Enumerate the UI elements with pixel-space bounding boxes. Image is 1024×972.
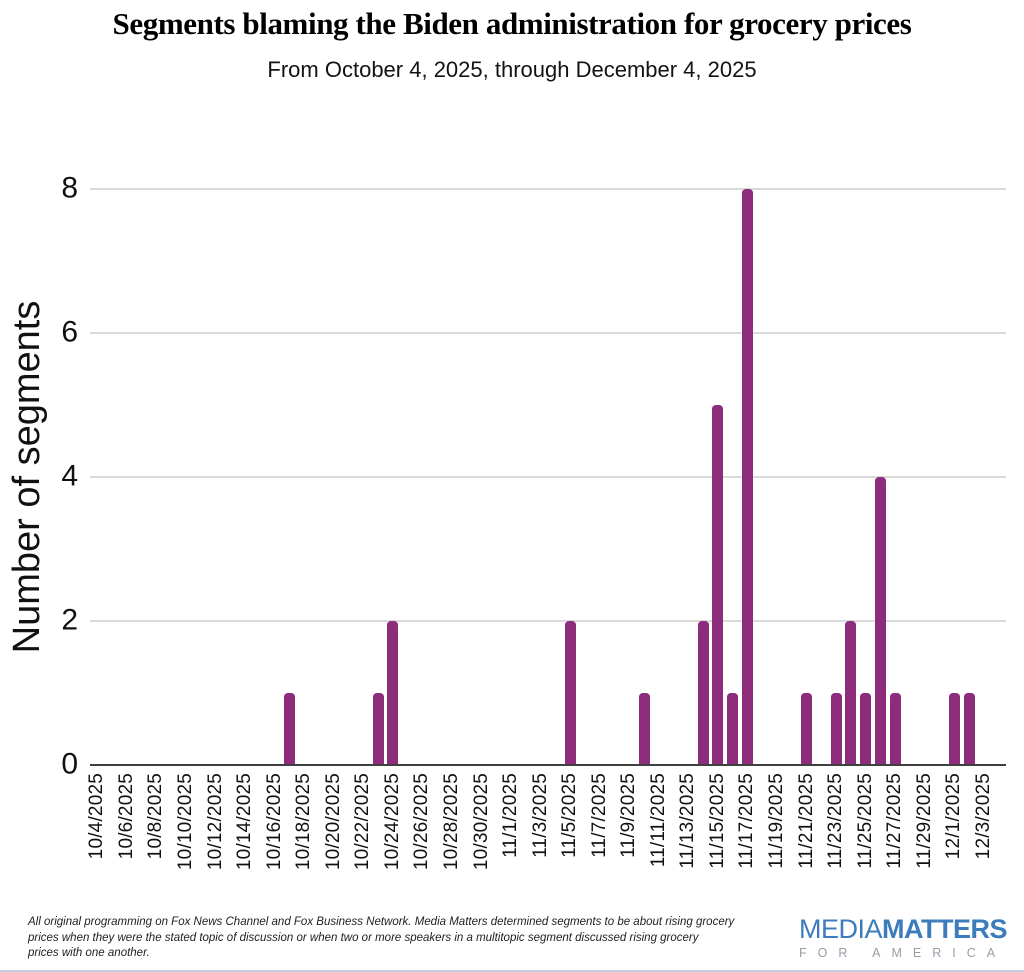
x-tick-label: 11/19/2025 — [766, 773, 787, 869]
bar — [727, 693, 739, 765]
footnote-line: prices when they were the stated topic o… — [28, 931, 699, 944]
x-tick-label: 10/4/2025 — [86, 773, 108, 860]
y-tick-label: 8 — [61, 171, 78, 205]
x-tick-label: 11/3/2025 — [529, 773, 551, 858]
y-tick-label: 0 — [61, 747, 78, 781]
x-tick-label: 11/13/2025 — [677, 773, 699, 869]
footnote: All original programming on Fox News Cha… — [28, 915, 798, 962]
logo-matters-text: MATTERS — [882, 914, 1008, 944]
x-tick-label: 11/7/2025 — [588, 773, 610, 858]
x-tick-label: 10/30/2025 — [470, 773, 492, 871]
bar — [283, 693, 295, 765]
bar — [860, 693, 872, 765]
bar — [963, 693, 975, 765]
x-tick-label: 11/9/2025 — [618, 773, 640, 858]
logo-media-text: MEDIA — [799, 914, 883, 944]
logo-tagline: FOR AMERICA — [799, 946, 1007, 960]
x-tick-label: 10/8/2025 — [145, 773, 167, 860]
x-tick-label: 11/23/2025 — [825, 773, 847, 869]
bar — [638, 693, 650, 765]
x-tick-label: 10/18/2025 — [293, 773, 315, 871]
gridline — [90, 476, 1006, 478]
x-tick-label: 11/29/2025 — [913, 773, 935, 869]
x-tick-label: 10/20/2025 — [322, 773, 344, 871]
x-tick-label: 11/21/2025 — [795, 773, 817, 869]
x-tick-label: 10/28/2025 — [440, 773, 462, 871]
x-tick-label: 11/11/2025 — [647, 773, 669, 868]
x-tick-label: 12/1/2025 — [943, 773, 965, 860]
x-tick-label: 11/17/2025 — [736, 773, 758, 869]
logo-wordmark: MEDIAMATTERS — [799, 916, 1015, 943]
x-tick-label: 10/6/2025 — [115, 773, 137, 860]
page-title: Segments blaming the Biden administratio… — [112, 6, 912, 41]
bar — [372, 693, 384, 765]
bar — [564, 621, 576, 765]
x-tick-label: 10/10/2025 — [175, 773, 197, 871]
bar — [712, 405, 724, 765]
bar — [741, 189, 753, 765]
bar — [874, 477, 886, 765]
x-tick-label: 10/12/2025 — [204, 773, 226, 871]
x-tick-label: 10/14/2025 — [234, 773, 256, 871]
x-tick-label: 11/15/2025 — [706, 773, 728, 869]
y-tick-label: 4 — [61, 459, 78, 493]
bar — [889, 693, 901, 765]
media-matters-logo: MEDIAMATTERS FOR AMERICA — [799, 916, 1015, 961]
x-tick-label: 11/5/2025 — [559, 773, 581, 858]
gridline — [90, 332, 1006, 334]
footnote-line: All original programming on Fox News Cha… — [28, 916, 735, 928]
footnote-line: prices with one another. — [28, 947, 150, 959]
x-tick-label: 11/1/2025 — [500, 773, 522, 858]
gridline — [90, 620, 1006, 622]
page-subtitle: From October 4, 2025, through December 4… — [267, 57, 757, 82]
x-tick-label: 12/3/2025 — [972, 773, 994, 860]
bar — [387, 621, 399, 765]
x-tick-label: 11/27/2025 — [884, 773, 906, 869]
bar — [948, 693, 960, 765]
gridline — [90, 188, 1006, 190]
bottom-divider — [0, 970, 1024, 972]
x-tick-label: 10/24/2025 — [381, 773, 403, 871]
bar — [830, 693, 842, 765]
bar — [845, 621, 857, 765]
y-tick-label: 6 — [61, 315, 78, 349]
x-tick-label: 10/22/2025 — [352, 773, 374, 871]
y-tick-label: 2 — [61, 603, 78, 637]
x-axis-line — [90, 764, 1006, 766]
x-tick-label: 10/16/2025 — [263, 773, 285, 871]
x-tick-label: 10/26/2025 — [411, 773, 433, 871]
bar — [697, 621, 709, 765]
bar — [801, 693, 813, 765]
x-tick-label: 11/25/2025 — [854, 773, 876, 869]
